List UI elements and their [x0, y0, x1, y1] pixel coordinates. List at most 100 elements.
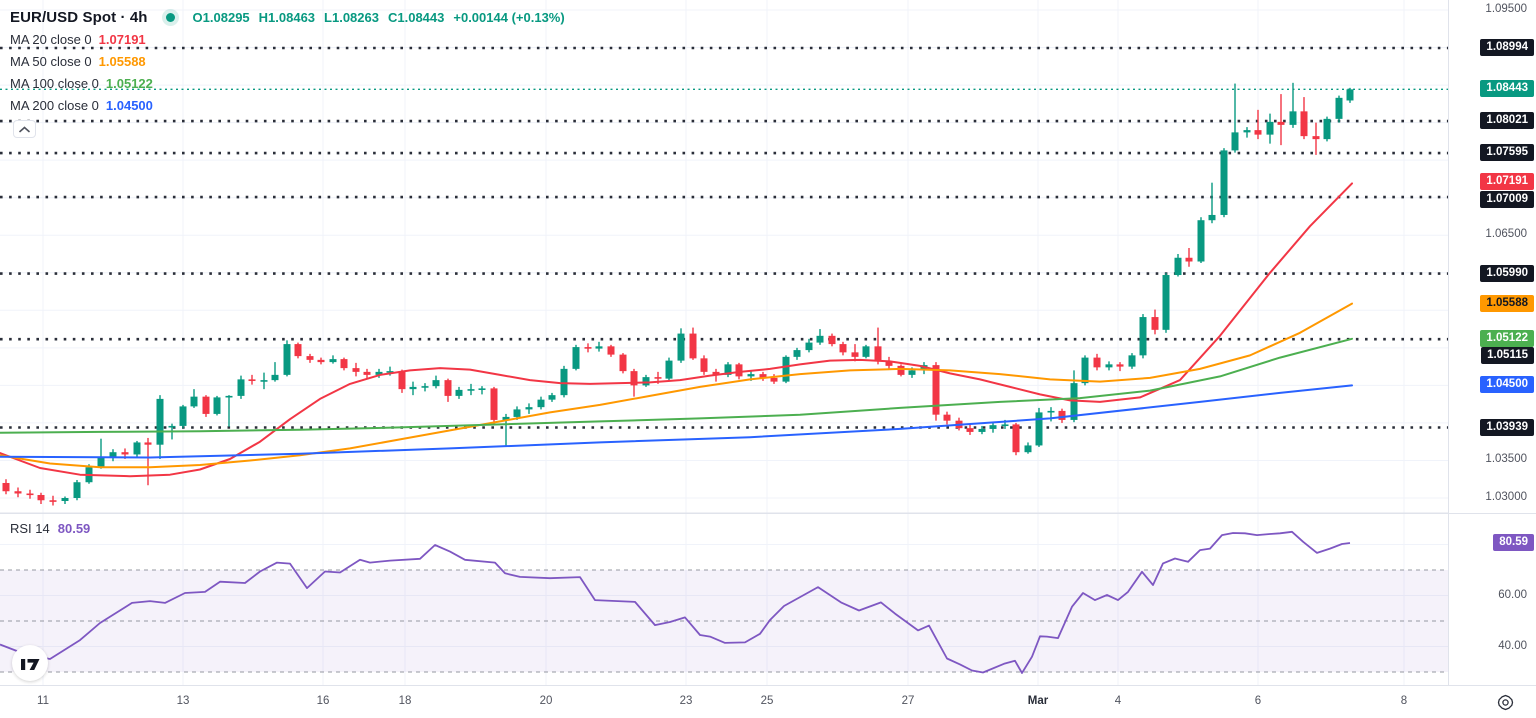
- time-label: 16: [316, 695, 330, 707]
- candle-body: [1277, 121, 1285, 125]
- candle-body: [225, 395, 233, 398]
- chart-legend: EUR/USD Spot · 4h O1.08295 H1.08463 L1.082…: [10, 6, 565, 116]
- time-axis[interactable]: 11 13 16 18 20 23 25 27 Mar 4 6 8: [0, 685, 1536, 718]
- candle-body: [444, 380, 452, 396]
- symbol-row[interactable]: EUR/USD Spot · 4h O1.08295 H1.08463 L1.082…: [10, 6, 565, 28]
- price-badge: 1.08994: [1480, 38, 1534, 56]
- pane-divider[interactable]: [0, 513, 1536, 514]
- candle-body: [619, 354, 627, 372]
- candle-body: [190, 396, 198, 407]
- candle-body: [839, 344, 847, 353]
- ohlc-item: O1.08295: [192, 9, 250, 25]
- rsi-label: RSI 14: [10, 521, 50, 536]
- ma-legend-value: 1.05588: [98, 53, 146, 69]
- candle-body: [1151, 317, 1159, 330]
- tradingview-logo-icon: [20, 659, 39, 670]
- ma-line-ma100: [0, 337, 1353, 434]
- candle-body: [352, 368, 360, 372]
- candle-body: [642, 377, 650, 386]
- time-label: 11: [37, 695, 49, 707]
- candle-body: [978, 428, 986, 432]
- price-axis-label: 1.03000: [1485, 491, 1527, 503]
- ma-legend-label: MA 20 close 0: [10, 31, 92, 47]
- ma-line-ma200: [0, 384, 1353, 459]
- candle-body: [317, 359, 325, 363]
- ma-legend-row[interactable]: MA 50 close 0 1.05588: [10, 50, 565, 72]
- time-label: 18: [398, 695, 412, 707]
- tradingview-logo[interactable]: [12, 645, 48, 681]
- candle-body: [595, 346, 603, 349]
- candle-body: [1300, 111, 1308, 137]
- rsi-axis-label: 60.00: [1498, 588, 1527, 601]
- rsi-badge: 80.59: [1493, 533, 1534, 551]
- candle-body: [455, 389, 463, 396]
- candle-body: [144, 442, 152, 445]
- candle-body: [793, 350, 801, 357]
- candle-body: [1139, 317, 1147, 356]
- candle-body: [874, 346, 882, 362]
- candle-body: [1220, 150, 1228, 215]
- ma-legend-row[interactable]: MA 200 close 0 1.04500: [10, 94, 565, 116]
- price-badge: 1.04500: [1480, 376, 1534, 394]
- candle-body: [375, 371, 383, 375]
- ma-legend-value: 1.05122: [105, 75, 153, 91]
- candle-body: [735, 364, 743, 377]
- candle-body: [689, 333, 697, 359]
- price-axis-label: 1.03500: [1485, 453, 1527, 466]
- ma-legend-row[interactable]: MA 20 close 0 1.07191: [10, 28, 565, 50]
- candle-body: [37, 494, 45, 501]
- candle-body: [168, 425, 176, 428]
- candle-body: [1012, 424, 1020, 453]
- time-label: 13: [176, 695, 190, 707]
- candle-body: [966, 428, 974, 432]
- time-label: 25: [760, 695, 774, 707]
- ma-legend-value: 1.07191: [98, 31, 146, 47]
- price-scale[interactable]: 1.09500 1.06500 1.03500 1.03000 1.08994 1.084…: [1448, 0, 1536, 685]
- candle-body: [26, 493, 34, 496]
- price-badge: 1.07009: [1480, 191, 1534, 209]
- candle-body: [1081, 357, 1089, 384]
- candle-body: [202, 396, 210, 414]
- price-badge: 1.07191: [1480, 173, 1534, 191]
- candle-body: [908, 370, 916, 375]
- candle-body: [1266, 121, 1274, 135]
- candle-body: [490, 388, 498, 420]
- price-badge: 1.05122: [1480, 329, 1534, 347]
- candle-body: [61, 498, 69, 502]
- candle-body: [156, 398, 164, 445]
- ohlc-item: +0.00144 (+0.13%): [453, 9, 565, 25]
- candle-body: [432, 380, 440, 387]
- ma-line-ma20: [0, 182, 1353, 478]
- candle-body: [897, 365, 905, 375]
- candle-body: [1243, 130, 1251, 133]
- candle-body: [665, 360, 673, 379]
- candle-body: [1197, 220, 1205, 262]
- candle-body: [513, 409, 521, 417]
- candle-body: [97, 457, 105, 468]
- candle-body: [248, 379, 256, 381]
- candle-body: [1024, 445, 1032, 453]
- time-label: 4: [1114, 695, 1122, 707]
- collapse-legend-button[interactable]: [13, 120, 36, 138]
- candle-body: [560, 368, 568, 396]
- ma-legend-value: 1.04500: [105, 97, 153, 113]
- candle-body: [386, 371, 394, 373]
- candle-body: [14, 491, 22, 494]
- axis-settings-button[interactable]: [1497, 694, 1514, 711]
- candle-body: [306, 356, 314, 360]
- symbol-title[interactable]: EUR/USD Spot · 4h: [10, 8, 148, 26]
- price-badge: 1.08443: [1480, 80, 1534, 98]
- price-chart-canvas[interactable]: [0, 0, 1448, 685]
- candle-body: [283, 344, 291, 375]
- ma-legend-row[interactable]: MA 100 close 0 1.05122: [10, 72, 565, 94]
- candle-body: [73, 482, 81, 498]
- candle-body: [49, 500, 57, 502]
- price-axis-label: 1.09500: [1485, 3, 1527, 15]
- candle-body: [421, 386, 429, 388]
- time-label: 6: [1254, 695, 1262, 707]
- candle-body: [467, 389, 475, 391]
- market-status-icon[interactable]: [161, 8, 179, 26]
- rsi-legend[interactable]: RSI 14 80.59: [10, 521, 90, 536]
- candle-body: [747, 374, 755, 377]
